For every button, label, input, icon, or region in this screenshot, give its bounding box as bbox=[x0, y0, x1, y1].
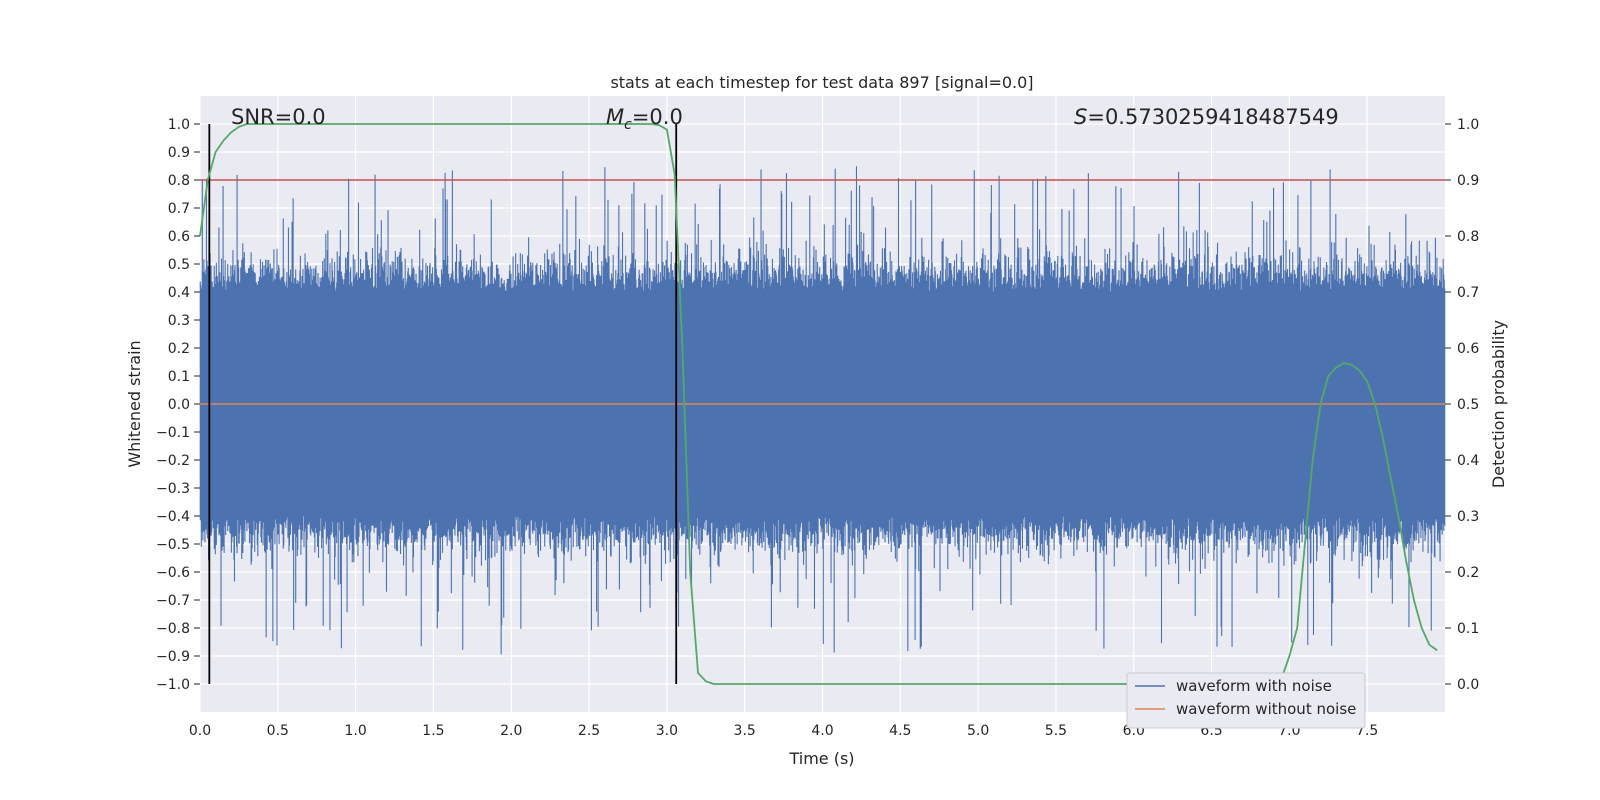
y-tick-label: 0.7 bbox=[168, 201, 190, 217]
y-tick-label: 0.4 bbox=[168, 285, 190, 301]
x-tick-label: 3.0 bbox=[656, 723, 678, 739]
y2-tick-label: 0.0 bbox=[1457, 677, 1479, 693]
s-value: =0.5730259418487549 bbox=[1087, 105, 1338, 129]
x-tick-label: 2.5 bbox=[578, 723, 600, 739]
y2-tick-label: 0.8 bbox=[1457, 229, 1479, 245]
y-tick-label: 0.6 bbox=[168, 229, 190, 245]
y2-axis-ticks: 1.0 0.9 0.8 0.7 0.6 0.5 0.4 0.3 0.2 0.1 0.0 bbox=[1445, 117, 1479, 693]
y-tick-label: −0.5 bbox=[156, 537, 190, 553]
snr-annotation: SNR=0.0 bbox=[231, 105, 326, 129]
y-tick-label: 0.5 bbox=[168, 257, 190, 273]
mc-value: =0.0 bbox=[632, 105, 683, 129]
y2-tick-label: 0.3 bbox=[1457, 509, 1479, 525]
y-tick-label: −0.8 bbox=[156, 621, 190, 637]
x-axis-label: Time (s) bbox=[788, 749, 854, 768]
y-tick-label: 0.1 bbox=[168, 369, 190, 385]
y-tick-label: 0.3 bbox=[168, 313, 190, 329]
y-axis-label: Whitened strain bbox=[125, 340, 144, 467]
legend-label-with-noise: waveform with noise bbox=[1176, 677, 1332, 695]
y-tick-label: −0.7 bbox=[156, 593, 190, 609]
chart-title: stats at each timestep for test data 897… bbox=[610, 73, 1033, 92]
y2-tick-label: 0.9 bbox=[1457, 173, 1479, 189]
x-tick-label: 1.5 bbox=[422, 723, 444, 739]
x-tick-label: 4.0 bbox=[811, 723, 833, 739]
y-tick-label: −0.2 bbox=[156, 453, 190, 469]
y-tick-label: −0.6 bbox=[156, 565, 190, 581]
x-tick-label: 0.5 bbox=[267, 723, 289, 739]
y2-tick-label: 0.5 bbox=[1457, 397, 1479, 413]
overlay-lines bbox=[199, 123, 1445, 685]
y-tick-label: −1.0 bbox=[156, 677, 190, 693]
x-tick-label: 4.5 bbox=[889, 723, 911, 739]
mc-subscript: c bbox=[624, 117, 632, 133]
y2-tick-label: 0.7 bbox=[1457, 285, 1479, 301]
y-tick-label: −0.1 bbox=[156, 425, 190, 441]
x-tick-label: 1.0 bbox=[344, 723, 366, 739]
legend-label-without-noise: waveform without noise bbox=[1176, 700, 1356, 718]
y2-tick-label: 0.6 bbox=[1457, 341, 1479, 357]
s-annotation: S=0.5730259418487549 bbox=[1074, 105, 1339, 129]
mc-symbol: M bbox=[606, 105, 624, 129]
x-tick-label: 5.5 bbox=[1045, 723, 1067, 739]
y-axis-ticks: 1.0 0.9 0.8 0.7 0.6 0.5 0.4 0.3 0.2 0.1 0.0 −0.1 −0.… bbox=[156, 117, 200, 693]
x-tick-label: 3.5 bbox=[734, 723, 756, 739]
y2-tick-label: 0.4 bbox=[1457, 453, 1479, 469]
y-tick-label: 0.0 bbox=[168, 397, 190, 413]
s-symbol: S bbox=[1074, 105, 1087, 129]
y2-tick-label: 1.0 bbox=[1457, 117, 1479, 133]
legend: waveform with noise waveform without noi… bbox=[1126, 672, 1366, 729]
x-tick-label: 0.0 bbox=[189, 723, 211, 739]
y-tick-label: 1.0 bbox=[168, 117, 190, 133]
series-detection-probability bbox=[199, 123, 1438, 685]
y-tick-label: −0.4 bbox=[156, 509, 190, 525]
mc-annotation: Mc=0.0 bbox=[606, 105, 683, 133]
y-tick-label: 0.8 bbox=[168, 173, 190, 189]
y2-tick-label: 0.2 bbox=[1457, 565, 1479, 581]
x-tick-label: 2.0 bbox=[500, 723, 522, 739]
y-tick-label: −0.9 bbox=[156, 649, 190, 665]
x-axis-ticks: 0.0 0.5 1.0 1.5 2.0 2.5 3.0 3.5 4.0 4.5 5.0 5.5 6.0 6… bbox=[189, 723, 1378, 739]
y-tick-label: −0.3 bbox=[156, 481, 190, 497]
y2-tick-label: 0.1 bbox=[1457, 621, 1479, 637]
x-tick-label: 5.0 bbox=[967, 723, 989, 739]
y-tick-label: 0.9 bbox=[168, 145, 190, 161]
legend-box bbox=[1126, 672, 1366, 729]
y-tick-label: 0.2 bbox=[168, 341, 190, 357]
y2-axis-label: Detection probability bbox=[1489, 320, 1508, 488]
